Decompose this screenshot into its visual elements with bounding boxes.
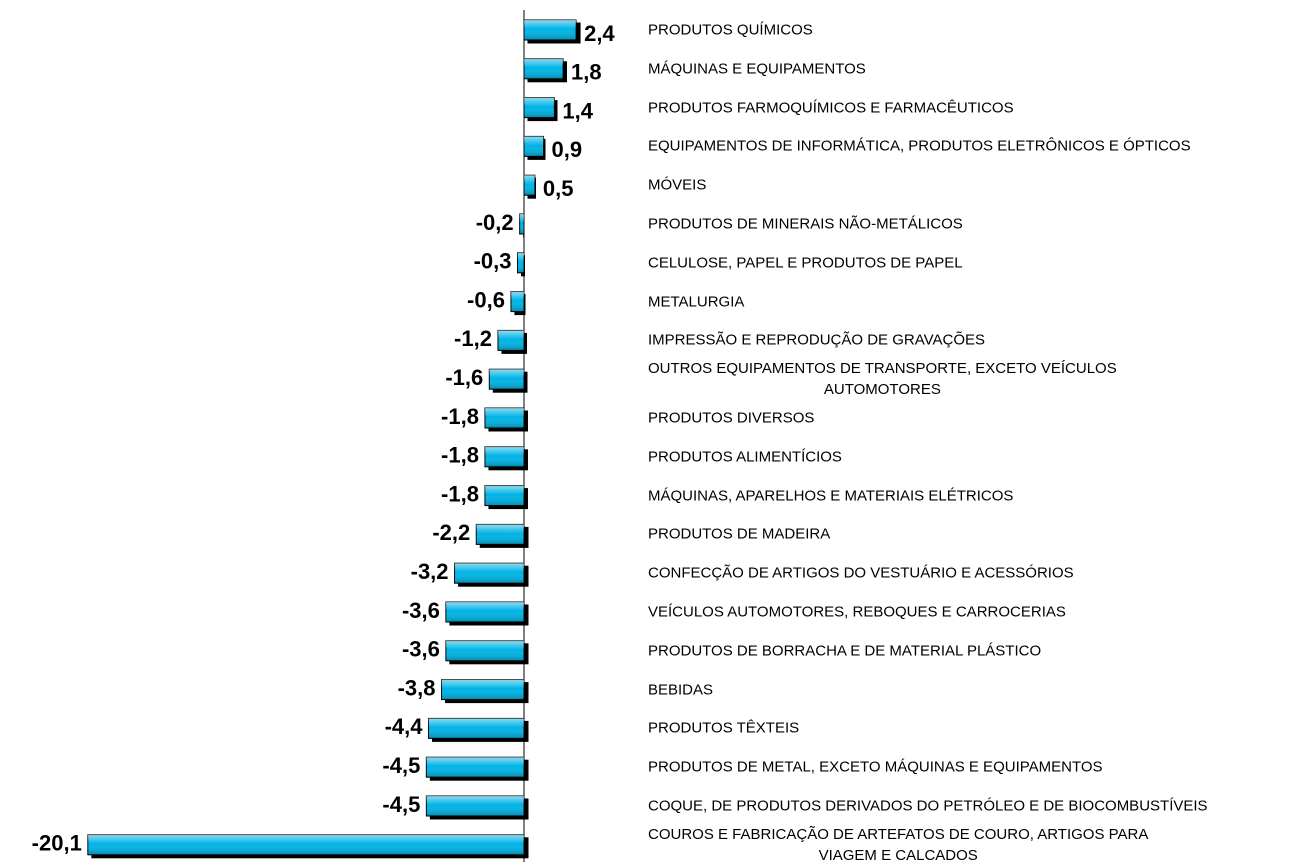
- bar: [523, 58, 564, 80]
- category-label: VEÍCULOS AUTOMOTORES, REBOQUES E CARROCE…: [648, 603, 1066, 621]
- value-label: 0,5: [543, 176, 574, 201]
- bar-group: [425, 756, 525, 778]
- bar-group: [484, 485, 525, 507]
- bar-group: [510, 291, 525, 313]
- bar-group: [428, 717, 525, 739]
- bar: [454, 562, 525, 584]
- value-label: -4,4: [385, 714, 424, 739]
- value-label: -1,6: [445, 365, 483, 390]
- category-label: BEBIDAS: [648, 681, 714, 699]
- value-label: 1,8: [571, 60, 602, 85]
- bar: [441, 679, 525, 701]
- bar-group: [523, 135, 545, 157]
- bar: [484, 446, 525, 468]
- bar: [445, 601, 525, 623]
- category-label: PRODUTOS DE MINERAIS NÃO-METÁLICOS: [648, 215, 963, 233]
- category-label: COUROS E FABRICAÇÃO DE ARTEFATOS DE COUR…: [648, 825, 1149, 864]
- value-label: -1,8: [441, 443, 479, 468]
- value-label: -0,6: [467, 287, 505, 312]
- bar-group: [454, 562, 525, 584]
- category-label: PRODUTOS DE BORRACHA E DE MATERIAL PLÁST…: [648, 642, 1042, 660]
- value-label: -20,1: [32, 831, 82, 856]
- category-label: OUTROS EQUIPAMENTOS DE TRANSPORTE, EXCET…: [648, 360, 1117, 399]
- category-label: MÁQUINAS E EQUIPAMENTOS: [648, 60, 866, 78]
- category-label: PRODUTOS DIVERSOS: [648, 409, 815, 427]
- bar: [484, 407, 525, 429]
- bar-group: [475, 523, 525, 545]
- bar-group: [445, 640, 525, 662]
- bar-group: [497, 329, 525, 351]
- value-label: -3,8: [398, 675, 436, 700]
- category-label: PRODUTOS FARMOQUÍMICOS E FARMACÊUTICOS: [648, 99, 1014, 117]
- bar: [523, 97, 555, 119]
- category-label: CELULOSE, PAPEL E PRODUTOS DE PAPEL: [648, 254, 963, 272]
- value-label: -4,5: [382, 792, 420, 817]
- bar: [523, 135, 545, 157]
- category-label: COQUE, DE PRODUTOS DERIVADOS DO PETRÓLEO…: [648, 797, 1208, 815]
- bar: [516, 252, 525, 274]
- bar-group: [87, 834, 525, 856]
- value-label: -3,2: [411, 559, 449, 584]
- bar: [523, 174, 536, 196]
- value-label: -3,6: [402, 598, 440, 623]
- category-label: PRODUTOS DE METAL, EXCETO MÁQUINAS E EQU…: [648, 758, 1103, 776]
- category-label: PRODUTOS QUÍMICOS: [648, 21, 813, 39]
- bar: [87, 834, 525, 856]
- value-label: -3,6: [402, 637, 440, 662]
- bar-group: [523, 19, 577, 41]
- bar-group: [523, 174, 536, 196]
- bar-group: [441, 679, 525, 701]
- bar: [488, 368, 525, 390]
- category-label: PRODUTOS ALIMENTÍCIOS: [648, 448, 842, 466]
- bar-group: [484, 446, 525, 468]
- bar: [475, 523, 525, 545]
- category-label: IMPRESSÃO E REPRODUÇÃO DE GRAVAÇÕES: [648, 331, 986, 349]
- bar: [445, 640, 525, 662]
- bar-group: [488, 368, 525, 390]
- bar-group: [519, 213, 525, 235]
- category-label: METALURGIA: [648, 293, 745, 311]
- category-label: CONFECÇÃO DE ARTIGOS DO VESTUÁRIO E ACES…: [648, 564, 1074, 582]
- value-label: 0,9: [552, 137, 583, 162]
- bar: [425, 795, 525, 817]
- value-label: -1,2: [454, 326, 492, 351]
- bar: [510, 291, 525, 313]
- category-label: MÓVEIS: [648, 176, 707, 194]
- value-label: -1,8: [441, 481, 479, 506]
- bar-group: [523, 97, 555, 119]
- bar: [428, 717, 525, 739]
- value-label: 1,4: [562, 98, 593, 123]
- bar-group: [445, 601, 525, 623]
- bar: [519, 213, 525, 235]
- value-label: -0,3: [474, 249, 512, 274]
- value-label: -4,5: [382, 753, 420, 778]
- bar-group: [484, 407, 525, 429]
- bar: [523, 19, 577, 41]
- value-label: -2,2: [432, 520, 470, 545]
- value-label: -1,8: [441, 404, 479, 429]
- value-label: -0,2: [476, 210, 514, 235]
- category-label: PRODUTOS DE MADEIRA: [648, 525, 831, 543]
- bar: [497, 329, 525, 351]
- bar: [425, 756, 525, 778]
- category-label: MÁQUINAS, APARELHOS E MATERIAIS ELÉTRICO…: [648, 487, 1014, 505]
- value-label: 2,4: [584, 21, 615, 46]
- bar-group: [523, 58, 564, 80]
- category-label: PRODUTOS TÊXTEIS: [648, 719, 800, 737]
- bar-group: [516, 252, 525, 274]
- bar: [484, 485, 525, 507]
- category-label: EQUIPAMENTOS DE INFORMÁTICA, PRODUTOS EL…: [648, 137, 1191, 155]
- bar-group: [425, 795, 525, 817]
